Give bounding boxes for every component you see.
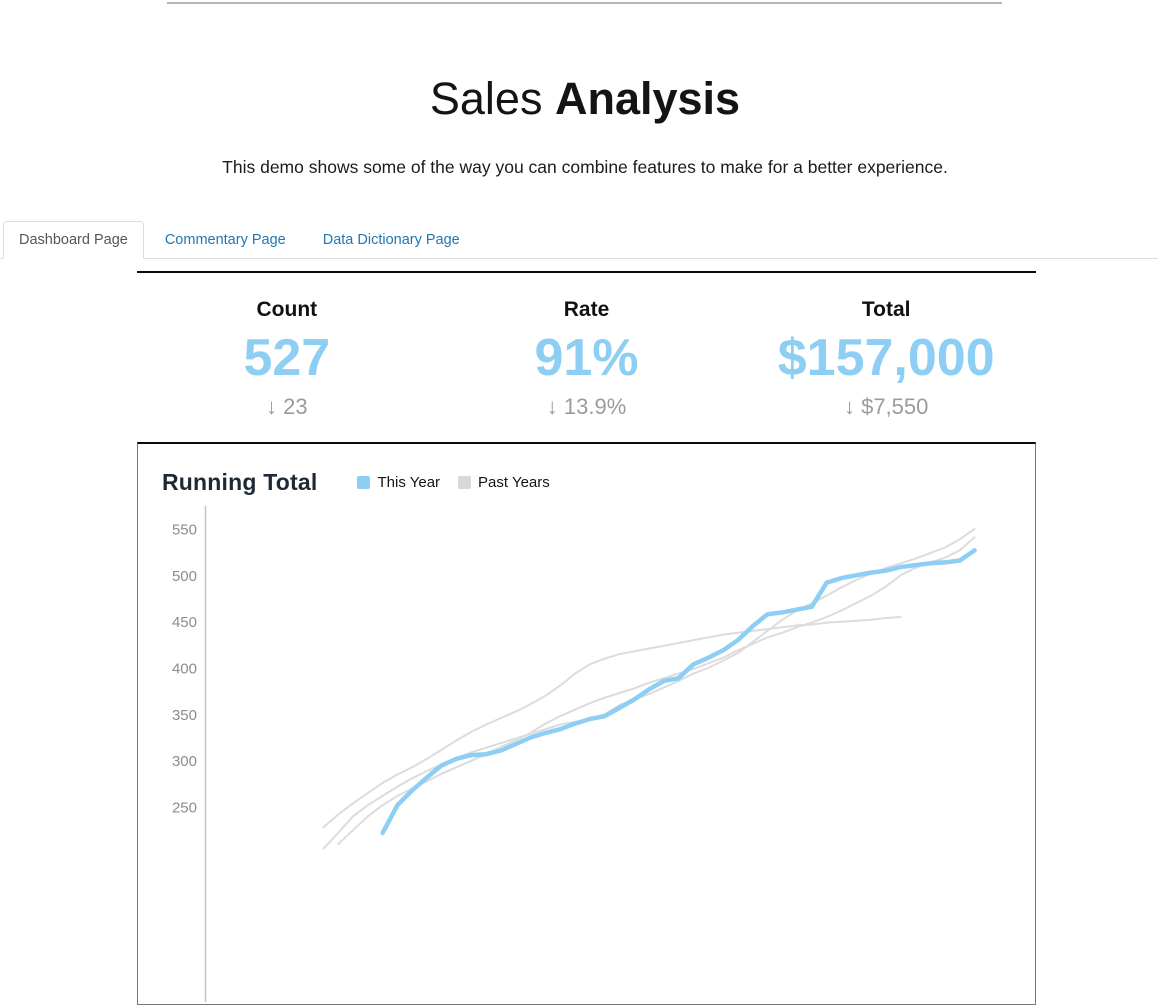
page-title-bold: Analysis (554, 73, 741, 124)
legend-item-this-year: This Year (357, 474, 440, 491)
series-line-this-year (380, 547, 977, 835)
kpi-rate-value: 91% (534, 328, 639, 387)
y-axis-tick-label: 500 (172, 568, 197, 585)
running-total-line-chart: 550 500 450 400 350 300 250 (172, 505, 977, 1002)
page-title-regular: Sales (429, 73, 543, 124)
chart-title: Running Total (162, 468, 318, 495)
page-title: Sales Analysis (12, 73, 1158, 125)
page-header: Sales Analysis This demo shows some of t… (0, 73, 1158, 179)
y-axis-tick-label: 350 (172, 707, 197, 724)
legend-swatch-past-years-icon (458, 475, 472, 489)
kpi-panel: Count 527 ↓ 23 Rate 91% ↓ 13.9% Total $1… (137, 270, 1036, 418)
page-subtitle: This demo shows some of the way you can … (222, 156, 948, 177)
y-axis-tick-label: 450 (172, 614, 197, 631)
kpi-rate-delta: ↓ 13.9% (437, 393, 737, 419)
kpi-count-delta-value: 23 (283, 393, 308, 419)
legend-label-past-years: Past Years (478, 473, 550, 491)
dashboard-content: Count 527 ↓ 23 Rate 91% ↓ 13.9% Total $1… (137, 270, 1036, 1005)
y-axis-tick-label: 550 (172, 521, 197, 538)
down-arrow-icon: ↓ (546, 393, 558, 419)
tab-commentary-page[interactable]: Commentary Page (149, 221, 302, 259)
tab-bar: Dashboard Page Commentary Page Data Dict… (0, 220, 1158, 259)
chart-header: Running Total This Year Past Years (138, 444, 1035, 496)
kpi-count-label: Count (256, 297, 318, 321)
kpi-count: Count 527 ↓ 23 (137, 299, 437, 418)
legend-item-past-years: Past Years (458, 474, 550, 491)
y-axis-tick-label: 400 (172, 660, 197, 677)
tab-data-dictionary-page[interactable]: Data Dictionary Page (307, 221, 476, 259)
y-axis-tick-label: 250 (172, 799, 197, 816)
series-line-past-year-3 (337, 536, 976, 845)
top-divider (167, 2, 1002, 4)
kpi-total-label: Total (861, 297, 911, 321)
kpi-rate: Rate 91% ↓ 13.9% (437, 299, 737, 418)
tab-commentary-page-link[interactable]: Commentary Page (164, 231, 286, 248)
down-arrow-icon: ↓ (266, 393, 278, 419)
kpi-rate-delta-value: 13.9% (563, 393, 627, 419)
tab-dashboard-page-link[interactable]: Dashboard Page (3, 220, 144, 259)
kpi-total: Total $157,000 ↓ $7,550 (736, 299, 1036, 418)
legend-swatch-this-year-icon (357, 475, 371, 489)
y-axis-tick-label: 300 (172, 753, 197, 770)
down-arrow-icon: ↓ (843, 393, 855, 419)
kpi-count-value: 527 (243, 328, 331, 387)
kpi-rate-label: Rate (563, 297, 610, 321)
kpi-total-value: $157,000 (777, 328, 995, 387)
tab-list: Dashboard Page Commentary Page Data Dict… (0, 220, 1158, 259)
kpi-count-delta: ↓ 23 (137, 393, 437, 419)
kpi-total-delta-value: $7,550 (861, 393, 929, 419)
tab-dashboard-page[interactable]: Dashboard Page (3, 220, 144, 259)
chart-legend: This Year Past Years (357, 474, 567, 491)
kpi-total-delta: ↓ $7,550 (736, 393, 1036, 419)
running-total-chart-panel: Running Total This Year Past Years 550 50… (137, 441, 1036, 1005)
series-line-past-year-2 (322, 615, 902, 829)
legend-label-this-year: This Year (377, 473, 441, 491)
tab-data-dictionary-page-link[interactable]: Data Dictionary Page (322, 231, 460, 248)
